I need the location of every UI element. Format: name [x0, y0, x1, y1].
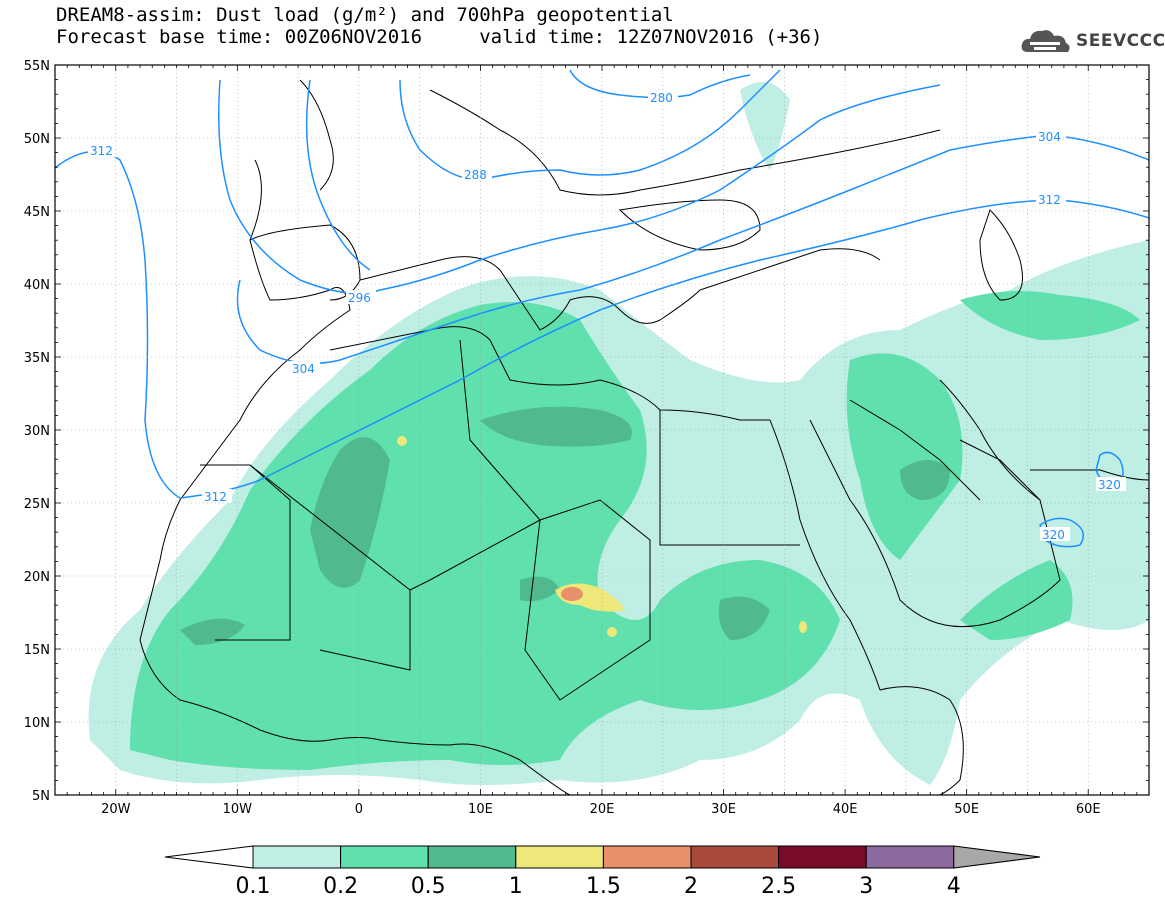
lat-label: 30N [24, 424, 50, 439]
contour-label: 320 [1098, 478, 1121, 492]
contour-labels: 312 280 288 296 304 304 312 312 320 320 [88, 90, 1126, 542]
latitude-labels: 55N 50N 45N 40N 35N 30N 25N 20N 15N 10N 5N [24, 59, 50, 804]
lat-label: 45N [24, 205, 50, 220]
lat-label: 20N [24, 570, 50, 585]
map-title: DREAM8-assim: Dust load (g/m²) and 700hP… [56, 4, 674, 26]
lon-label: 40E [833, 802, 858, 817]
colorbar-box [515, 845, 604, 869]
lat-label: 25N [24, 497, 50, 512]
contour-label: 304 [1038, 130, 1061, 144]
contour-label: 304 [292, 362, 315, 376]
lon-label: 10W [223, 802, 253, 817]
colorbar-tick-label: 3 [859, 874, 873, 899]
colorbar-tick-label: 2.5 [761, 874, 796, 899]
logo-text: SEEVCCC [1076, 31, 1165, 51]
colorbar-tick-label: 1.5 [586, 874, 621, 899]
colorbar-box [778, 845, 867, 869]
colorbar-tick-label: 0.1 [236, 874, 271, 899]
contour-label: 312 [1038, 193, 1061, 207]
contour-label: 296 [348, 291, 371, 305]
lon-label: 60E [1076, 802, 1101, 817]
colorbar-box [340, 845, 429, 869]
colorbar-under-triangle [164, 845, 254, 869]
contour-label: 280 [650, 91, 673, 105]
contour-label: 312 [204, 490, 227, 504]
lat-label: 40N [24, 278, 50, 293]
lat-label: 55N [24, 59, 50, 74]
cloud-icon [1021, 30, 1070, 52]
lon-label: 10E [468, 802, 493, 817]
lon-label: 30E [711, 802, 736, 817]
contour-label: 312 [90, 144, 113, 158]
colorbar-tick-label: 0.5 [411, 874, 446, 899]
colorbar-tick-label: 1 [509, 874, 523, 899]
lon-label: 50E [954, 802, 979, 817]
lat-label: 5N [32, 789, 50, 804]
contour-label: 320 [1042, 528, 1065, 542]
lat-label: 50N [24, 132, 50, 147]
lat-label: 15N [24, 643, 50, 658]
lon-label: 20E [590, 802, 615, 817]
longitude-labels: 20W 10W 0 10E 20E 30E 40E 50E 60E [101, 802, 1101, 817]
map-subtitle: Forecast base time: 00Z06NOV2016 valid t… [56, 26, 823, 48]
colorbar-box [690, 845, 780, 869]
colorbar-tick-label: 4 [947, 874, 961, 899]
geopotential-contours [54, 69, 1150, 548]
colorbar-box [865, 845, 955, 869]
seevccc-logo: SEEVCCC [1020, 26, 1165, 56]
colorbar: 0.1 0.2 0.5 1 1.5 2 2.5 3 4 [164, 845, 1041, 899]
lon-label: 0 [355, 802, 363, 817]
colorbar-tick-label: 2 [684, 874, 698, 899]
colorbar-box [252, 845, 342, 869]
colorbar-tick-label: 0.2 [323, 874, 358, 899]
lon-label: 20W [101, 802, 131, 817]
colorbar-box [427, 845, 517, 869]
lat-label: 10N [24, 716, 50, 731]
contour-label: 288 [464, 168, 487, 182]
colorbar-box [602, 845, 692, 869]
plot-frame [54, 64, 1150, 796]
colorbar-over-triangle [953, 845, 1041, 869]
graticule [55, 65, 1149, 795]
lat-label: 35N [24, 351, 50, 366]
